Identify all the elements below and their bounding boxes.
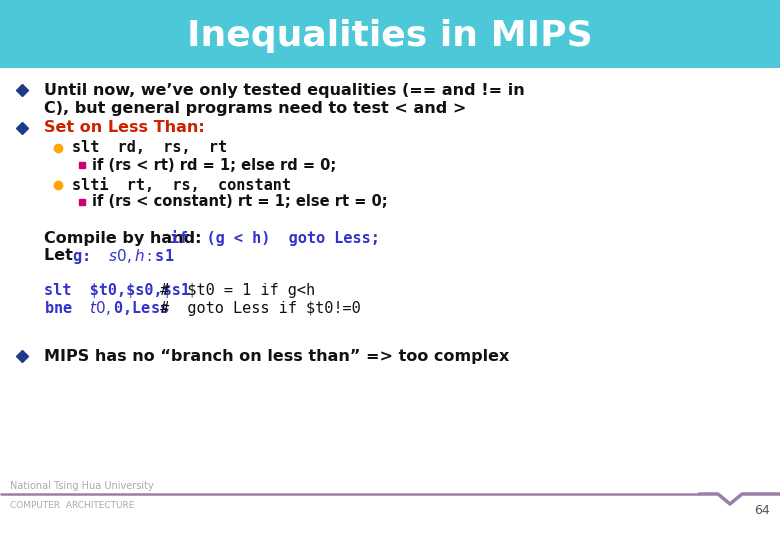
Text: slti  rt,  rs,  constant: slti rt, rs, constant xyxy=(72,178,291,192)
Text: if (rs < constant) rt = 1; else rt = 0;: if (rs < constant) rt = 1; else rt = 0; xyxy=(92,194,388,210)
Text: slt  rd,  rs,  rt: slt rd, rs, rt xyxy=(72,140,227,156)
Text: C), but general programs need to test < and >: C), but general programs need to test < … xyxy=(44,100,466,116)
Text: #  $t0 = 1 if g<h: # $t0 = 1 if g<h xyxy=(160,282,314,298)
Text: if (rs < rt) rd = 1; else rd = 0;: if (rs < rt) rd = 1; else rd = 0; xyxy=(92,158,336,172)
Text: 64: 64 xyxy=(754,503,770,516)
Text: #  goto Less if $t0!=0: # goto Less if $t0!=0 xyxy=(160,300,360,315)
Text: slt  $t0,$s0,$s1: slt $t0,$s0,$s1 xyxy=(44,282,190,298)
Text: Compile by hand:: Compile by hand: xyxy=(44,231,207,246)
Text: Set on Less Than:: Set on Less Than: xyxy=(44,120,204,136)
Text: if  (g < h)  goto Less;: if (g < h) goto Less; xyxy=(170,230,380,246)
Text: Until now, we’ve only tested equalities (== and != in: Until now, we’ve only tested equalities … xyxy=(44,83,525,98)
Bar xyxy=(0,0,780,68)
Text: Let: Let xyxy=(44,248,79,264)
Text: Inequalities in MIPS: Inequalities in MIPS xyxy=(187,19,593,53)
Text: COMPUTER  ARCHITECTURE: COMPUTER ARCHITECTURE xyxy=(10,502,134,510)
Text: g:  $s0,  h:  $s1: g: $s0, h: $s1 xyxy=(72,246,175,266)
Text: National Tsing Hua University: National Tsing Hua University xyxy=(10,481,154,491)
Text: MIPS has no “branch on less than” => too complex: MIPS has no “branch on less than” => too… xyxy=(44,348,509,363)
Text: bne  $t0,$0,Less: bne $t0,$0,Less xyxy=(44,299,169,317)
